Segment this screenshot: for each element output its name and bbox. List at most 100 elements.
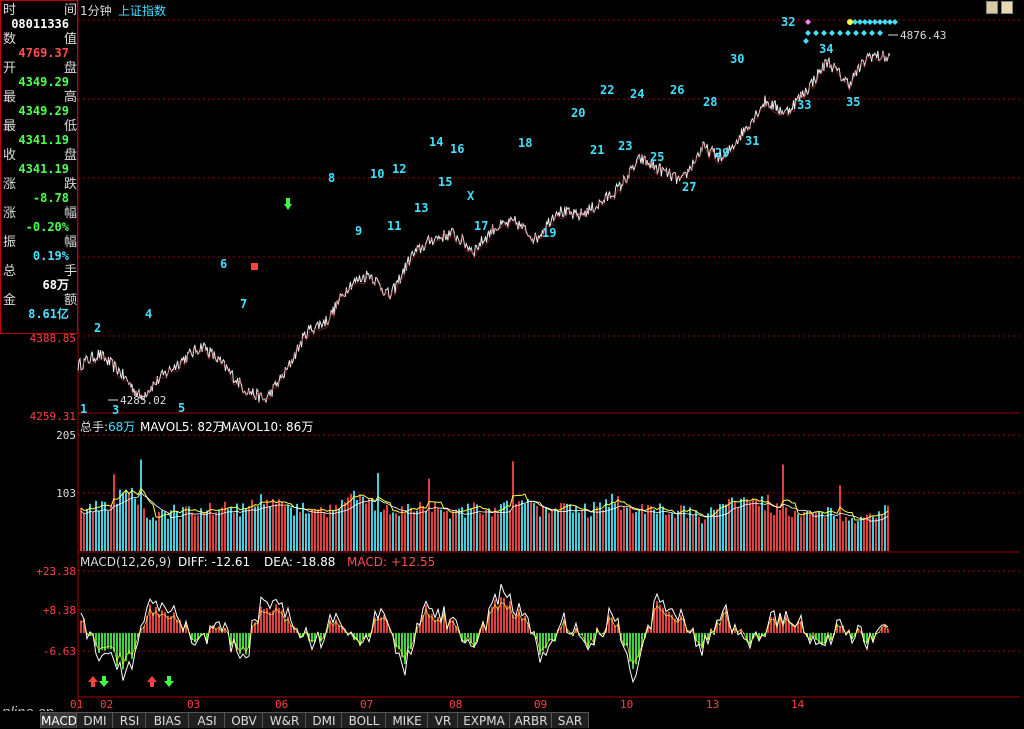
wave-label: 20 — [571, 106, 585, 120]
volume-bar — [371, 498, 373, 551]
tab-dmi[interactable]: DMI — [305, 712, 343, 728]
macd-bar — [266, 608, 268, 633]
macd-bar — [101, 633, 103, 650]
macd-bar — [431, 614, 433, 633]
info-label-suffix: 手 — [63, 264, 77, 279]
macd-bar — [110, 633, 112, 650]
tab-boll[interactable]: BOLL — [341, 712, 387, 728]
volume-bar — [410, 507, 412, 551]
macd-bar — [617, 623, 619, 633]
toolbar-icons[interactable] — [986, 1, 1014, 15]
macd-bar — [698, 633, 700, 646]
info-value: 4341.19 — [18, 133, 69, 147]
macd-bar — [509, 601, 511, 633]
volume-bar — [158, 512, 160, 551]
macd-bar — [209, 627, 211, 633]
macd-bar — [824, 633, 826, 644]
tab-obv[interactable]: OBV — [224, 712, 264, 728]
macd-bar — [143, 626, 145, 633]
info-value: 8.61亿 — [28, 307, 69, 321]
buy-arrow-icon — [88, 676, 98, 687]
info-label: 开 — [3, 61, 17, 76]
macd-bar — [494, 599, 496, 633]
volume-bar — [872, 516, 874, 551]
wave-label: 2 — [94, 321, 101, 335]
volume-bar — [785, 507, 787, 551]
volume-bar — [860, 516, 862, 551]
tab-rsi[interactable]: RSI — [112, 712, 147, 728]
info-label: 数 — [3, 32, 17, 47]
wave-label: 31 — [745, 134, 759, 148]
volume-bar — [725, 504, 727, 551]
volume-bar — [362, 496, 364, 551]
volume-bar — [743, 497, 745, 551]
macd-bar — [710, 628, 712, 633]
price-index-name[interactable]: 上证指数 — [118, 4, 167, 18]
volume-bar — [782, 464, 784, 551]
tab-vr[interactable]: VR — [427, 712, 459, 728]
macd-bar — [197, 633, 199, 640]
macd-bar — [758, 633, 760, 640]
macd-bar — [809, 633, 811, 641]
volume-bar — [836, 518, 838, 551]
volume-bar — [185, 506, 187, 551]
volume-bar — [116, 503, 118, 551]
macd-bar — [323, 633, 325, 638]
volume-bar — [620, 509, 622, 551]
macd-bar — [272, 610, 274, 633]
macd-bar — [389, 628, 391, 633]
macd-bar — [206, 633, 208, 643]
macd-bar — [434, 619, 436, 633]
tab-mike[interactable]: MIKE — [385, 712, 429, 728]
macd-bar — [626, 633, 628, 646]
macd-bar — [158, 614, 160, 633]
x-axis-label: 02 — [100, 698, 113, 711]
macd-bar — [212, 625, 214, 633]
macd-bar — [497, 606, 499, 633]
macd-bar — [119, 633, 121, 657]
macd-bar — [224, 627, 226, 633]
lock-icon[interactable] — [986, 1, 998, 14]
signal-diamond — [803, 38, 809, 44]
volume-bar — [569, 504, 571, 551]
tab-bias[interactable]: BIAS — [145, 712, 190, 728]
volume-bar — [89, 503, 91, 551]
macd-bar — [452, 619, 454, 633]
volume-bar — [428, 478, 430, 551]
tab-sar[interactable]: SAR — [551, 712, 589, 728]
info-label-suffix: 高 — [63, 90, 77, 105]
macd-bar — [248, 633, 250, 649]
volume-bar — [806, 511, 808, 551]
info-label-suffix: 额 — [63, 293, 77, 308]
macd-bar — [653, 607, 655, 633]
tab-asi[interactable]: ASI — [188, 712, 226, 728]
volume-bar — [338, 508, 340, 551]
volume-bar — [377, 473, 379, 551]
info-label-suffix: 幅 — [63, 206, 77, 221]
macd-bar — [491, 606, 493, 633]
tab-expma[interactable]: EXPMA — [457, 712, 511, 728]
macd-bar — [314, 633, 316, 643]
volume-bar — [224, 501, 226, 551]
macd-bar — [242, 633, 244, 650]
volume-bar — [143, 508, 145, 551]
tab-wr[interactable]: W&R — [262, 712, 307, 728]
tab-dmi[interactable]: DMI — [76, 712, 114, 728]
macd-bar — [887, 629, 889, 633]
price-axis-label: 4259.31 — [30, 410, 76, 423]
volume-bar — [677, 510, 679, 551]
macd-bar — [320, 633, 322, 642]
volume-bar — [581, 509, 583, 551]
tab-macd[interactable]: MACD — [40, 712, 78, 728]
macd-bar — [230, 633, 232, 647]
macd-bar — [470, 633, 472, 644]
tab-arbr[interactable]: ARBR — [509, 712, 553, 728]
volume-bar — [488, 508, 490, 551]
hand-icon[interactable] — [1001, 1, 1013, 14]
signal-diamond — [892, 19, 898, 25]
volume-bar — [557, 511, 559, 551]
volume-bar — [653, 509, 655, 551]
volume-bar — [284, 506, 286, 551]
signal-diamond — [805, 30, 811, 36]
diff-line — [80, 584, 889, 684]
